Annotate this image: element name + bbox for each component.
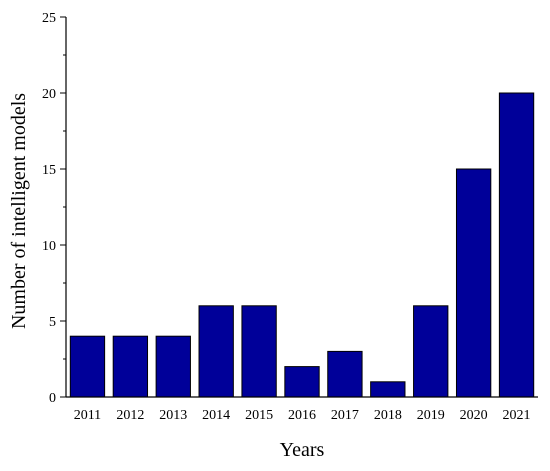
x-tick-label-2018: 2018 — [374, 408, 402, 423]
x-axis-title: Years — [280, 439, 325, 461]
bar-2018 — [370, 381, 406, 398]
x-tick-label-2013: 2013 — [159, 408, 187, 423]
y-tick-label-5: 5 — [49, 315, 56, 330]
y-tick-label-25: 25 — [42, 11, 56, 26]
bar-2016 — [284, 366, 320, 398]
x-tick-label-2016: 2016 — [288, 408, 316, 423]
y-axis-title: Number of intelligent models — [8, 93, 30, 329]
x-tick-label-2014: 2014 — [202, 408, 230, 423]
bars-layer — [69, 92, 535, 398]
bar-2012 — [112, 335, 149, 398]
x-tick-label-2015: 2015 — [245, 408, 273, 423]
x-tick-label-2020: 2020 — [460, 408, 488, 423]
y-tick-label-15: 15 — [42, 163, 56, 178]
x-tick-label-2011: 2011 — [74, 408, 101, 423]
y-ticks: 0 5 10 15 20 25 — [42, 11, 66, 406]
x-tick-labels: 2011 2012 2013 2014 2015 2016 2017 2018 2019 2020… — [74, 408, 531, 423]
bar-2015 — [241, 305, 277, 398]
x-tick-label-2012: 2012 — [116, 408, 144, 423]
y-tick-label-0: 0 — [49, 391, 56, 406]
x-tick-label-2017: 2017 — [331, 408, 359, 423]
bar-2019 — [413, 305, 449, 398]
bar-2017 — [327, 350, 363, 398]
y-tick-label-20: 20 — [42, 87, 56, 102]
y-tick-label-10: 10 — [42, 239, 56, 254]
bar-2013 — [155, 335, 191, 398]
bar-2020 — [455, 168, 492, 398]
x-tick-label-2019: 2019 — [417, 408, 445, 423]
x-tick-label-2021: 2021 — [503, 408, 531, 423]
bar-2014 — [198, 305, 234, 398]
bar-2021 — [498, 92, 535, 398]
bar-2011 — [69, 335, 106, 398]
